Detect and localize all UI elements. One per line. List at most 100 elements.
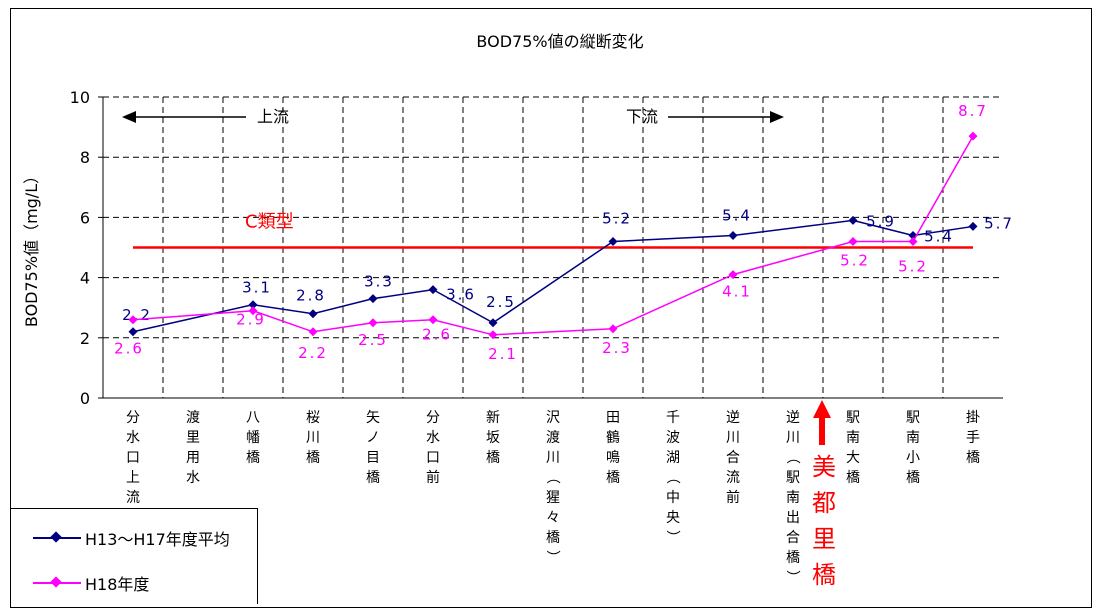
marker-label-char: 里 xyxy=(812,525,836,553)
x-tick-label: 鳴 xyxy=(606,450,620,466)
x-tick-label: 合 xyxy=(726,450,740,466)
x-tick-label: 橋 xyxy=(906,470,920,486)
data-label-series-1: 3.3 xyxy=(364,273,394,291)
data-label-series-2: 2.5 xyxy=(358,331,388,349)
x-tick-label: 流 xyxy=(126,490,140,506)
data-point-series-2 xyxy=(968,131,978,141)
data-label-series-2: 2.1 xyxy=(488,345,518,363)
x-tick-label: 渡 xyxy=(186,410,200,426)
data-point-series-1 xyxy=(608,236,618,246)
marker-arrow-head xyxy=(813,400,831,418)
x-tick-label: 猩 xyxy=(546,490,560,506)
x-tick-label: 八 xyxy=(246,410,260,426)
x-tick-label: 前 xyxy=(726,489,740,506)
downstream-arrow-head xyxy=(770,111,784,123)
x-tick-label: 川 xyxy=(546,450,560,466)
legend-item-series-2: H18年度 xyxy=(11,568,149,598)
x-tick-label: 橋 xyxy=(606,470,620,486)
data-label-series-2: 5.2 xyxy=(898,257,928,275)
data-label-series-1: 5.7 xyxy=(984,214,1014,232)
x-tick-label: 駅 xyxy=(846,410,860,426)
marker-label-char: 橋 xyxy=(812,561,836,589)
x-tick-label: 新 xyxy=(486,410,500,426)
y-tick-label: 0 xyxy=(80,389,90,408)
data-point-series-1 xyxy=(368,294,378,304)
x-tick-label: 湖 xyxy=(666,450,680,466)
data-label-series-1: 2.8 xyxy=(296,287,326,305)
x-tick-label: 口 xyxy=(126,450,140,466)
legend-label-series-1: H13～H17年度平均 xyxy=(85,530,230,549)
x-tick-label: 波 xyxy=(666,430,680,446)
data-label-series-2: 8.7 xyxy=(958,102,988,120)
data-label-series-2: 2.2 xyxy=(298,344,328,362)
data-point-series-1 xyxy=(728,230,738,240)
data-label-series-2: 5.2 xyxy=(840,251,870,269)
y-axis-label: BOD75%値（mg/L） xyxy=(22,168,41,327)
data-label-series-1: 5.9 xyxy=(866,212,896,230)
x-tick-label: 駅 xyxy=(786,470,800,486)
x-tick-label: 橋 xyxy=(846,470,860,486)
x-tick-label: 橋 xyxy=(546,530,560,546)
chart-title: BOD75%値の縦断変化 xyxy=(476,32,643,51)
x-tick-label: 橋 xyxy=(246,450,260,466)
x-tick-label: 目 xyxy=(366,450,380,466)
data-point-series-1 xyxy=(488,318,498,328)
x-tick-label: 渡 xyxy=(546,430,560,446)
upstream-arrow-head xyxy=(122,111,136,123)
x-tick-label: 里 xyxy=(186,430,200,446)
data-point-series-2 xyxy=(848,236,858,246)
x-tick-label: 坂 xyxy=(486,430,500,446)
y-tick-label: 6 xyxy=(80,208,90,227)
data-point-series-1 xyxy=(248,300,258,310)
data-point-series-2 xyxy=(248,306,258,316)
y-tick-label: 2 xyxy=(80,329,90,348)
data-point-series-1 xyxy=(128,327,138,337)
x-tick-label: ） xyxy=(664,530,680,544)
x-tick-label: 千 xyxy=(666,410,680,426)
y-tick-label: 4 xyxy=(80,269,90,288)
x-tick-label: ） xyxy=(784,570,800,584)
x-tick-label: 用 xyxy=(186,450,200,466)
x-tick-label: 中 xyxy=(666,490,680,506)
x-tick-label: 大 xyxy=(846,450,860,466)
legend-swatch-series-1 xyxy=(33,528,81,548)
x-tick-label: 橋 xyxy=(306,450,320,466)
data-label-series-1: 5.2 xyxy=(602,209,632,227)
data-point-series-2 xyxy=(488,330,498,340)
x-tick-label: 矢 xyxy=(366,410,380,426)
data-label-series-2: 2.6 xyxy=(114,340,144,358)
data-point-series-1 xyxy=(968,221,978,231)
marker-label-char: 都 xyxy=(812,489,836,517)
data-point-series-2 xyxy=(728,270,738,280)
data-point-series-1 xyxy=(428,285,438,295)
x-tick-label: 駅 xyxy=(906,410,920,426)
x-tick-label: 水 xyxy=(426,430,440,446)
data-point-series-2 xyxy=(368,318,378,328)
x-tick-label: 橋 xyxy=(786,550,800,566)
data-point-series-2 xyxy=(428,315,438,325)
x-tick-label: ノ xyxy=(366,430,380,446)
x-tick-label: 上 xyxy=(126,470,140,486)
data-label-series-1: 3.6 xyxy=(446,286,476,304)
y-tick-label: 10 xyxy=(70,88,90,107)
x-tick-label: 出 xyxy=(786,510,800,526)
x-tick-label: 手 xyxy=(966,430,980,446)
data-label-series-2: 2.9 xyxy=(236,311,266,329)
x-tick-label: 田 xyxy=(606,410,620,426)
x-tick-label: 分 xyxy=(426,410,440,426)
marker-label-char: 美 xyxy=(812,453,836,481)
x-tick-label: 掛 xyxy=(966,410,980,426)
x-tick-label: 水 xyxy=(186,470,200,486)
x-tick-label: 合 xyxy=(786,530,800,546)
legend: H13～H17年度平均 H18年度 xyxy=(10,508,258,604)
x-tick-label: 々 xyxy=(546,510,560,526)
data-label-series-1: 2.2 xyxy=(122,306,152,324)
data-point-series-2 xyxy=(608,324,618,334)
x-tick-label: 桜 xyxy=(306,410,320,426)
data-point-series-2 xyxy=(908,236,918,246)
marker-arrow-shaft xyxy=(819,415,825,445)
x-tick-label: 水 xyxy=(126,430,140,446)
x-tick-label: 橋 xyxy=(966,450,980,466)
x-tick-label: 沢 xyxy=(546,410,560,426)
